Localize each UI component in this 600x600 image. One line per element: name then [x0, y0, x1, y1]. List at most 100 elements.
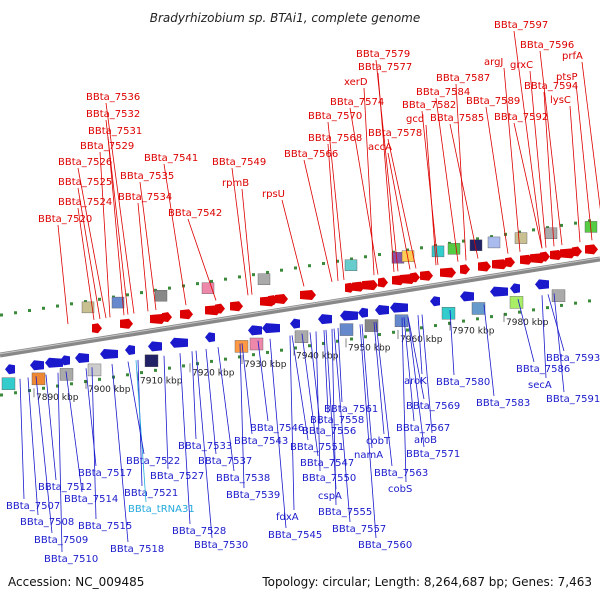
top-gene-label: BBta_7579 [356, 49, 410, 60]
top-gene-arrow [120, 318, 133, 329]
bottom-gene-arrow [318, 314, 332, 325]
top-gene-label: gcd [406, 114, 424, 125]
bottom-gene-leader [291, 335, 309, 441]
track-dot-bottom [56, 384, 59, 388]
bottom-gene-leader [179, 353, 191, 525]
track-dot-bottom [560, 303, 563, 307]
bottom-gene-leader [309, 332, 321, 425]
track-dot-bottom [378, 333, 381, 337]
bottom-gene-leader [257, 340, 269, 422]
top-gene-label: BBta_7597 [494, 20, 548, 31]
bottom-gene-leader [373, 322, 385, 435]
track-dot-bottom [322, 341, 325, 345]
track-dot-bottom [462, 319, 465, 323]
top-gene-arrow [410, 272, 420, 283]
top-gene-block [111, 296, 125, 309]
track-dot-bottom [532, 308, 535, 312]
top-gene-arrow [352, 281, 365, 292]
top-gene-arrow [505, 257, 515, 268]
top-gene-label: BBta_7549 [212, 157, 266, 168]
bottom-gene-leader [417, 315, 423, 375]
track-dot-bottom [518, 310, 521, 314]
top-gene-arrow [460, 264, 470, 275]
top-gene-arrow [572, 246, 582, 257]
top-gene-arrow [520, 254, 533, 265]
bottom-gene-arrow [460, 291, 474, 302]
bottom-gene-label: secA [528, 380, 552, 391]
top-gene-leader [163, 163, 187, 306]
track-dot-bottom [210, 359, 213, 363]
top-gene-arrow [378, 277, 388, 288]
bottom-gene-arrow [5, 364, 15, 375]
bottom-gene-arrow [205, 332, 215, 343]
bottom-gene-label: BBta_7555 [318, 507, 372, 518]
scale-label: 7970 kbp [452, 327, 495, 337]
track-dot-top [70, 302, 73, 306]
track-dot-bottom [308, 344, 311, 348]
bottom-gene-label: BBta_7537 [198, 456, 252, 467]
track-dot-bottom [392, 330, 395, 334]
top-gene-label: BBta_7529 [80, 141, 134, 152]
top-gene-block [514, 232, 528, 244]
bottom-gene-arrow [45, 357, 63, 368]
top-gene-leader [421, 110, 439, 265]
bottom-gene-leader [547, 294, 565, 352]
track-dot-top [588, 219, 591, 223]
bottom-gene-leader [135, 360, 147, 503]
top-gene-arrow [275, 294, 288, 304]
track-dot-top [42, 306, 45, 310]
bottom-gene-arrow [170, 337, 188, 348]
top-gene-label: argJ [484, 57, 503, 68]
top-gene-leader [575, 82, 593, 241]
top-gene-label: BBta_7531 [88, 126, 142, 137]
top-gene-label: BBta_7587 [436, 73, 490, 84]
scale-label: 7930 kbp [244, 360, 287, 370]
track-dot-top [126, 293, 129, 297]
bottom-gene-label: BBta_7571 [406, 449, 460, 460]
top-gene-leader [539, 50, 563, 246]
bottom-gene-leader [65, 371, 83, 493]
top-gene-block [81, 301, 95, 314]
track-dot-top [84, 300, 87, 304]
bottom-gene-label: cspA [318, 491, 342, 502]
top-gene-label: BBta_7534 [118, 192, 172, 203]
track-dot-top [406, 248, 409, 252]
top-gene-label: BBta_7520 [38, 214, 92, 225]
bottom-gene-leader [331, 328, 337, 506]
top-gene-arrow [550, 250, 563, 260]
bottom-gene-block [294, 330, 309, 343]
bottom-gene-label: BBta_7518 [110, 544, 164, 555]
top-gene-arrow [92, 323, 102, 334]
bottom-gene-leader [195, 350, 213, 539]
track-dot-top [196, 282, 199, 286]
bottom-gene-leader [361, 324, 373, 449]
top-gene-label: accA [368, 142, 392, 153]
bottom-gene-label: BBta_7533 [178, 441, 232, 452]
track-dot-bottom [70, 382, 73, 386]
track-dot-bottom [252, 353, 255, 357]
bottom-gene-label: BBta_7558 [310, 415, 364, 426]
top-gene-label: BBta_7589 [466, 96, 520, 107]
top-gene-label: BBta_7578 [368, 128, 422, 139]
track-dot-top [490, 235, 493, 239]
top-gene-arrow [362, 280, 378, 291]
accession-label: Accession: NC_009485 [8, 575, 144, 589]
track-dot-bottom [504, 312, 507, 316]
bottom-gene-label: BBta_7550 [302, 473, 356, 484]
track-dot-top [476, 237, 479, 241]
track-dot-bottom [476, 317, 479, 321]
bottom-gene-block [144, 354, 159, 367]
top-gene-label: BBta_7526 [58, 157, 112, 168]
top-gene-arrow [162, 312, 172, 323]
bottom-gene-label: fdxA [276, 512, 299, 523]
top-gene-leader [543, 91, 555, 247]
track-dot-bottom [98, 377, 101, 381]
bottom-gene-leader [137, 359, 143, 487]
bottom-gene-label: BBta_7507 [6, 501, 60, 512]
track-dot-bottom [168, 366, 171, 370]
bottom-gene-block [394, 314, 409, 327]
track-dot-top [224, 277, 227, 281]
track-dot-bottom [14, 391, 17, 395]
top-gene-label: BBta_7582 [402, 100, 456, 111]
